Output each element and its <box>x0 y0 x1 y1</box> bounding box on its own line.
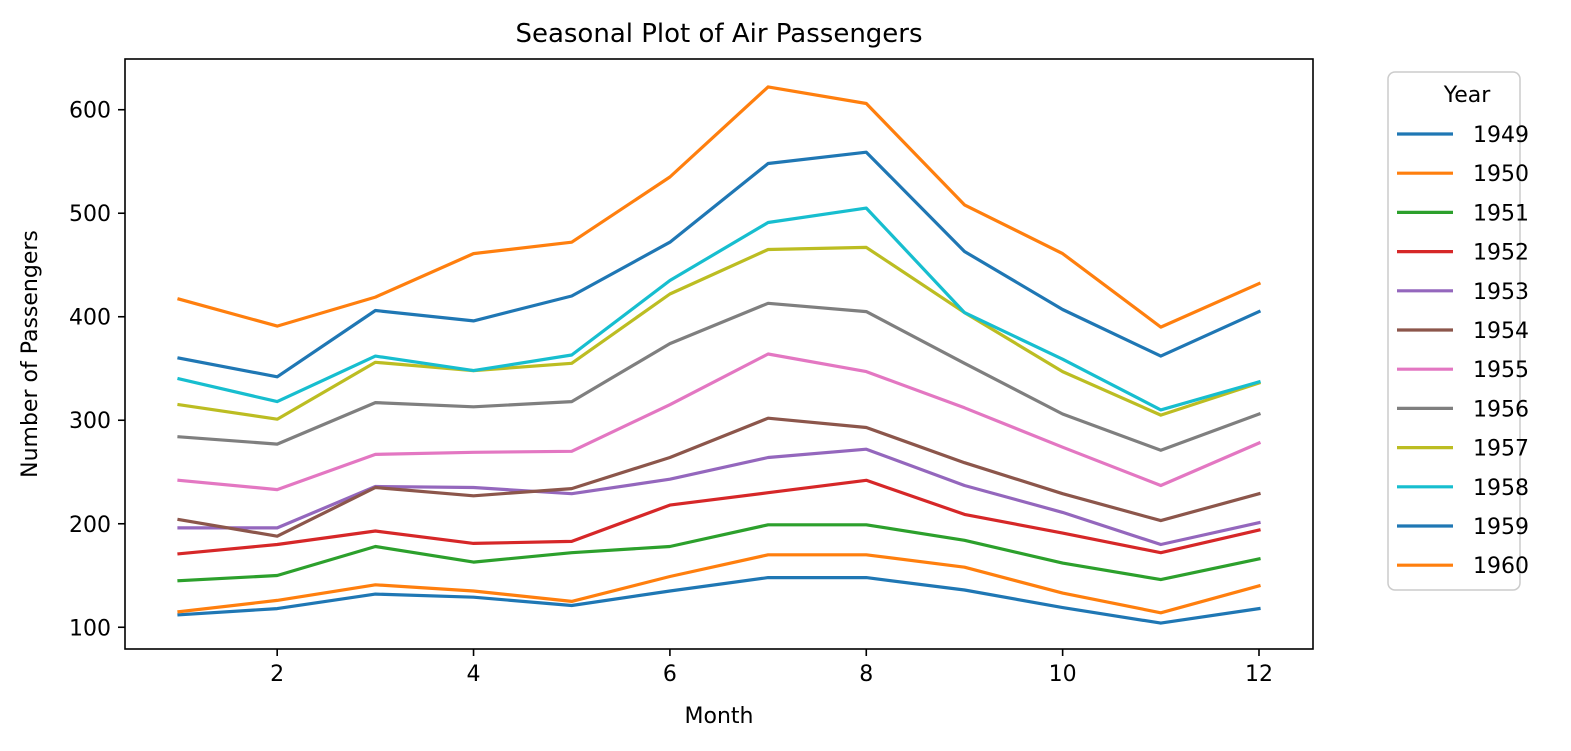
x-axis-label: Month <box>685 704 754 729</box>
series-line-1956 <box>177 301 1262 452</box>
legend-label-1949: 1949 <box>1473 123 1529 148</box>
y-tick-label: 600 <box>69 99 111 124</box>
legend-label-1958: 1958 <box>1473 476 1529 501</box>
legend-label-1951: 1951 <box>1473 201 1529 226</box>
series-line-1950 <box>177 553 1261 615</box>
legend-entries: 1949 1950 1951 1952 1953 1954 1955 1956 1957 1958… <box>1397 123 1529 579</box>
legend-label-1953: 1953 <box>1473 280 1529 305</box>
y-tick-label: 200 <box>69 513 111 538</box>
legend-box <box>1387 71 1521 591</box>
x-axis-ticks: 2 4 6 8 10 12 <box>270 649 1273 687</box>
y-tick-label: 500 <box>69 202 111 227</box>
series-line-1949 <box>177 575 1261 625</box>
legend-label-1960: 1960 <box>1473 554 1529 579</box>
plot-area-frame <box>124 58 1314 650</box>
series-line-1957 <box>177 245 1262 421</box>
chart-title: Seasonal Plot of Air Passengers <box>515 19 922 49</box>
series-line-1959 <box>177 150 1262 379</box>
legend-title: Year <box>1443 83 1492 108</box>
legend-label-1957: 1957 <box>1473 437 1529 462</box>
series-line-1953 <box>177 447 1261 547</box>
y-tick-label: 300 <box>69 409 111 434</box>
legend-label-1950: 1950 <box>1473 162 1529 187</box>
legend-label-1956: 1956 <box>1473 397 1529 422</box>
x-tick-label: 6 <box>663 662 677 687</box>
series-line-1960 <box>177 85 1262 329</box>
series-line-1954 <box>177 416 1261 538</box>
x-tick-label: 2 <box>270 662 284 687</box>
x-tick-label: 4 <box>467 662 481 687</box>
series-line-1958 <box>177 206 1261 412</box>
y-axis-ticks: 100 200 300 400 500 600 <box>69 99 125 641</box>
legend-label-1955: 1955 <box>1473 358 1529 383</box>
y-axis-label: Number of Passengers <box>18 230 43 478</box>
y-tick-label: 100 <box>69 616 111 641</box>
legend: Year 1949 1950 1951 1952 1953 1954 1955 1956 195… <box>1387 71 1529 591</box>
legend-label-1952: 1952 <box>1473 241 1529 266</box>
x-tick-label: 12 <box>1245 662 1273 687</box>
series-line-1955 <box>177 352 1262 492</box>
x-tick-label: 10 <box>1049 662 1077 687</box>
y-tick-label: 400 <box>69 306 111 331</box>
series-line-1951 <box>177 523 1261 583</box>
x-tick-label: 8 <box>859 662 873 687</box>
legend-label-1954: 1954 <box>1473 319 1529 344</box>
series-line-1952 <box>177 478 1261 556</box>
legend-label-1959: 1959 <box>1473 515 1529 540</box>
series-lines <box>177 85 1262 625</box>
